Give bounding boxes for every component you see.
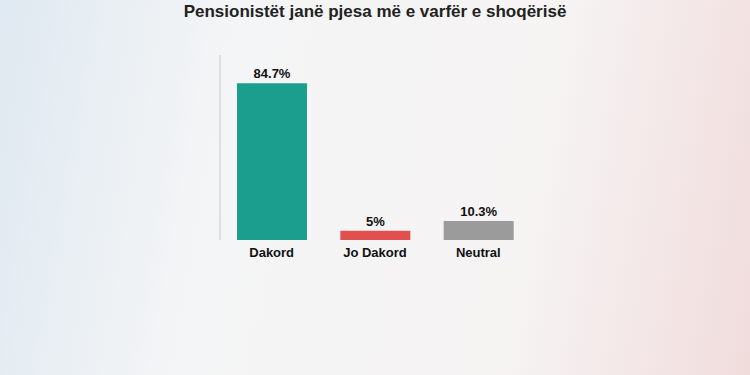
svg-text:Dakord: Dakord [249, 245, 294, 260]
html-text:Pensionistët janë pjesa më e v: Pensionistët janë pjesa më e varfër e sh… [183, 2, 567, 21]
svg-text:Neutral: Neutral [456, 245, 501, 260]
svg-text:5%: 5% [366, 214, 385, 229]
svg-text:10.3%: 10.3% [460, 204, 497, 219]
svg-text:Jo Dakord: Jo Dakord [343, 245, 407, 260]
svg-text:84.7%: 84.7% [254, 66, 291, 81]
